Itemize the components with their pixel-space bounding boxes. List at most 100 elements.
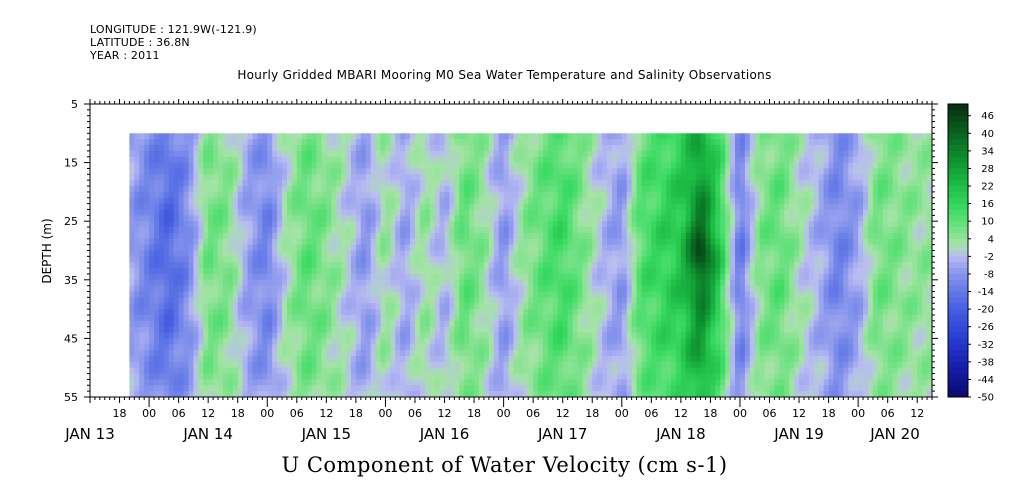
heatmap-cell bbox=[341, 361, 347, 369]
heatmap-cell bbox=[488, 197, 495, 205]
heatmap-cell bbox=[503, 350, 510, 357]
heatmap-cell bbox=[449, 232, 455, 240]
heatmap-cell bbox=[464, 215, 470, 222]
heatmap-cell bbox=[459, 379, 465, 386]
heatmap-cell bbox=[390, 332, 396, 339]
heatmap-cell bbox=[434, 291, 441, 298]
heatmap-cell bbox=[410, 232, 416, 240]
heatmap-cell bbox=[419, 256, 426, 263]
heatmap-cell bbox=[587, 168, 593, 175]
heatmap-cell bbox=[621, 350, 628, 357]
heatmap-cell bbox=[562, 303, 569, 310]
heatmap-cell bbox=[533, 145, 539, 152]
heatmap-cell bbox=[503, 367, 510, 375]
heatmap-cell bbox=[503, 133, 510, 140]
heatmap-cell bbox=[257, 244, 263, 252]
heatmap-cell bbox=[562, 256, 569, 263]
heatmap-cell bbox=[636, 391, 643, 397]
heatmap-cell bbox=[636, 250, 643, 257]
heatmap-cell bbox=[193, 197, 199, 205]
heatmap-cell bbox=[144, 367, 150, 375]
heatmap-cell bbox=[597, 209, 603, 216]
heatmap-cell bbox=[282, 285, 288, 293]
heatmap-cell bbox=[178, 268, 185, 275]
heatmap-cell bbox=[134, 232, 140, 240]
heatmap-cell bbox=[232, 314, 239, 322]
heatmap-cell bbox=[291, 133, 298, 140]
heatmap-cell bbox=[400, 391, 406, 397]
heatmap-cell bbox=[178, 256, 185, 263]
heatmap-cell bbox=[513, 279, 519, 287]
heatmap-cell bbox=[419, 162, 426, 170]
heatmap-cell bbox=[454, 285, 460, 293]
heatmap-cell bbox=[286, 361, 293, 369]
heatmap-cell bbox=[203, 180, 209, 187]
heatmap-cell bbox=[178, 297, 185, 304]
heatmap-cell bbox=[557, 244, 564, 252]
heatmap-cell bbox=[577, 191, 583, 199]
heatmap-cell bbox=[469, 162, 475, 170]
heatmap-cell bbox=[326, 197, 332, 205]
heatmap-cell bbox=[557, 145, 564, 152]
heatmap-cell bbox=[419, 279, 426, 287]
heatmap-cell bbox=[671, 268, 677, 275]
heatmap-cell bbox=[178, 361, 185, 369]
heatmap-cell bbox=[183, 244, 190, 252]
heatmap-cell bbox=[380, 309, 387, 316]
heatmap-cell bbox=[577, 238, 583, 246]
heatmap-cell bbox=[183, 279, 190, 287]
heatmap-cell bbox=[587, 145, 593, 152]
heatmap-cell bbox=[301, 291, 308, 298]
heatmap-cell bbox=[483, 320, 490, 328]
heatmap-cell bbox=[621, 268, 628, 275]
heatmap-cell bbox=[380, 203, 387, 211]
heatmap-cell bbox=[582, 133, 588, 140]
heatmap-cell bbox=[282, 379, 288, 386]
heatmap-cell bbox=[464, 139, 470, 146]
heatmap-cell bbox=[474, 291, 480, 298]
heatmap-cell bbox=[478, 320, 485, 328]
heatmap-cell bbox=[272, 139, 278, 146]
heatmap-cell bbox=[272, 256, 278, 263]
heatmap-cell bbox=[178, 250, 185, 257]
heatmap-cell bbox=[306, 197, 313, 205]
heatmap-cell bbox=[208, 133, 214, 140]
heatmap-cell bbox=[395, 244, 401, 252]
heatmap-cell bbox=[439, 285, 446, 293]
heatmap-cell bbox=[641, 273, 648, 281]
heatmap-cell bbox=[449, 367, 455, 375]
heatmap-cell bbox=[346, 221, 352, 228]
heatmap-cell bbox=[355, 180, 362, 187]
heatmap-cell bbox=[311, 320, 318, 328]
heatmap-cell bbox=[158, 291, 165, 298]
heatmap-cell bbox=[193, 332, 199, 339]
heatmap-cell bbox=[478, 133, 485, 140]
heatmap-cell bbox=[543, 227, 549, 234]
heatmap-cell bbox=[183, 309, 190, 316]
heatmap-cell bbox=[183, 250, 190, 257]
heatmap-cell bbox=[380, 391, 387, 397]
heatmap-cell bbox=[173, 215, 180, 222]
heatmap-cell bbox=[405, 367, 411, 375]
heatmap-cell bbox=[592, 250, 598, 257]
heatmap-cell bbox=[488, 379, 495, 386]
heatmap-cell bbox=[134, 297, 140, 304]
heatmap-cell bbox=[360, 344, 367, 351]
heatmap-cell bbox=[158, 227, 165, 234]
heatmap-cell bbox=[646, 344, 652, 351]
heatmap-cell bbox=[316, 156, 323, 164]
heatmap-cell bbox=[651, 191, 657, 199]
heatmap-cell bbox=[547, 314, 554, 322]
heatmap-cell bbox=[262, 320, 268, 328]
heatmap-cell bbox=[188, 238, 194, 246]
heatmap-cell bbox=[538, 332, 544, 339]
heatmap-cell bbox=[232, 256, 239, 263]
heatmap-cell bbox=[464, 244, 470, 252]
heatmap-cell bbox=[326, 367, 332, 375]
heatmap-cell bbox=[311, 174, 318, 181]
heatmap-cell bbox=[636, 232, 643, 240]
heatmap-cell bbox=[656, 215, 662, 222]
heatmap-cell bbox=[439, 320, 446, 328]
heatmap-cell bbox=[193, 262, 199, 269]
heatmap-cell bbox=[508, 238, 515, 246]
